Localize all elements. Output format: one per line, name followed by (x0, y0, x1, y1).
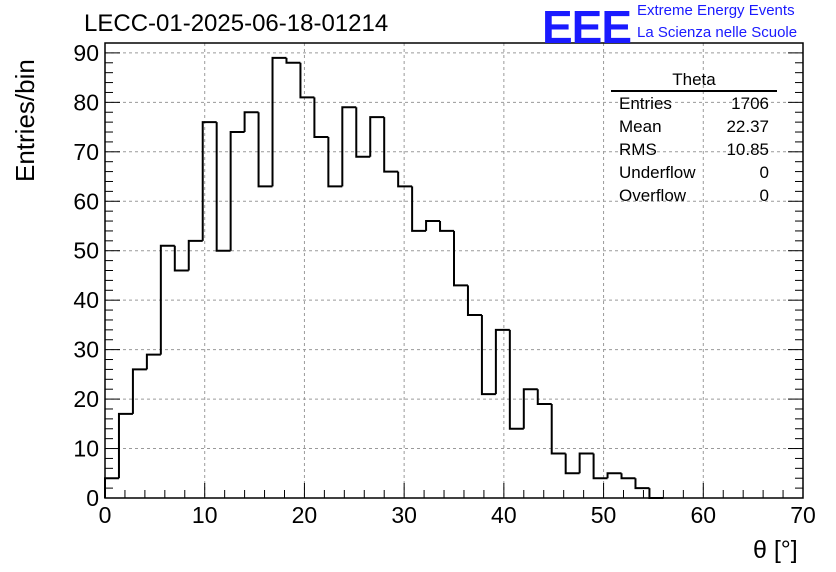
stats-value: 10.85 (726, 140, 769, 159)
y-axis-label: Entries/bin (10, 59, 40, 182)
stats-value: 0 (759, 186, 769, 205)
histogram-bin (369, 116, 385, 157)
histogram-bin (578, 452, 594, 474)
histogram-bin (620, 473, 636, 480)
histogram-bin (522, 388, 538, 429)
histogram-bin (494, 328, 510, 395)
stats-label: Underflow (619, 163, 696, 182)
histogram-bin (299, 62, 315, 99)
histogram-bin (341, 106, 357, 187)
histogram-bin (215, 122, 231, 252)
histogram-bin (648, 488, 664, 499)
histogram-bin (550, 404, 566, 455)
histogram-bin (313, 97, 329, 138)
histogram-outline (104, 56, 664, 499)
y-tick-label: 60 (73, 188, 99, 214)
stats-row-overflow: Overflow 0 (611, 184, 777, 207)
stats-title: Theta (611, 70, 777, 92)
x-tick-label: 30 (391, 502, 417, 528)
x-tick-label: 10 (192, 502, 218, 528)
histogram-bin (257, 112, 273, 188)
stats-label: RMS (619, 140, 657, 159)
histogram-bin (271, 56, 287, 187)
y-tick-label: 30 (73, 337, 99, 363)
histogram-bin (425, 220, 441, 231)
histogram-bin (411, 186, 427, 232)
stats-row-rms: RMS 10.85 (611, 138, 777, 161)
histogram-bin (508, 329, 524, 430)
histogram-bin (117, 412, 133, 479)
histogram-bin (285, 57, 301, 64)
tick-labels: 0 10 20 30 40 50 60 70 0 10 20 30 40 50 60 70 80 90 (73, 40, 815, 528)
histogram-bin (327, 136, 343, 188)
histogram-bin (131, 368, 147, 414)
histogram-bin (480, 315, 496, 396)
histogram-bin (606, 472, 622, 479)
tick-marks (104, 42, 804, 499)
stats-value: 0 (759, 163, 769, 182)
stats-label: Entries (619, 94, 672, 113)
x-tick-label: 40 (491, 502, 517, 528)
stats-row-mean: Mean 22.37 (611, 115, 777, 138)
y-tick-label: 70 (73, 139, 99, 165)
y-tick-label: 50 (73, 238, 99, 264)
logo-subtitle-1: Extreme Energy Events (637, 2, 795, 19)
stats-row-underflow: Underflow 0 (611, 161, 777, 184)
x-tick-label: 0 (99, 502, 112, 528)
histogram-bin (383, 117, 399, 173)
x-tick-label: 20 (292, 502, 318, 528)
stats-value: 22.37 (726, 117, 769, 136)
histogram-bin (173, 245, 189, 272)
y-tick-label: 40 (73, 287, 99, 313)
histogram-bin (201, 121, 217, 241)
logo-subtitle-2: La Scienza nelle Scuole (637, 24, 798, 41)
stats-label: Mean (619, 117, 662, 136)
x-tick-label: 70 (790, 502, 816, 528)
y-tick-label: 80 (73, 89, 99, 115)
y-tick-label: 20 (73, 386, 99, 412)
histogram-bin (159, 244, 175, 355)
y-tick-label: 10 (73, 436, 99, 462)
histogram-bin (466, 285, 482, 317)
y-tick-label: 0 (86, 485, 99, 511)
histogram-bin (536, 389, 552, 406)
x-axis-label: θ [°] (753, 536, 798, 564)
stats-value: 1706 (731, 94, 769, 113)
histogram-bin (187, 239, 203, 271)
stats-row-entries: Entries 1706 (611, 92, 777, 115)
stats-box: Theta Entries 1706 Mean 22.37 RMS 10.85 Und… (611, 70, 777, 207)
histogram-bin (229, 131, 245, 251)
eee-logo: EEE (542, 1, 632, 53)
histogram-bin (145, 353, 161, 370)
histogram-bin (634, 478, 650, 490)
histogram-bin (397, 171, 413, 188)
run-title: LECC-01-2025-06-18-01214 (84, 10, 389, 37)
histogram-bin (439, 221, 454, 232)
histogram-bin (592, 453, 608, 480)
histogram-bin (564, 453, 580, 475)
y-tick-label: 90 (73, 40, 99, 66)
histogram-bin (243, 111, 259, 133)
stats-label: Overflow (619, 186, 687, 205)
x-tick-label: 50 (591, 502, 617, 528)
x-tick-label: 60 (690, 502, 716, 528)
histogram-bin (453, 230, 468, 287)
histogram-bin (355, 107, 371, 158)
